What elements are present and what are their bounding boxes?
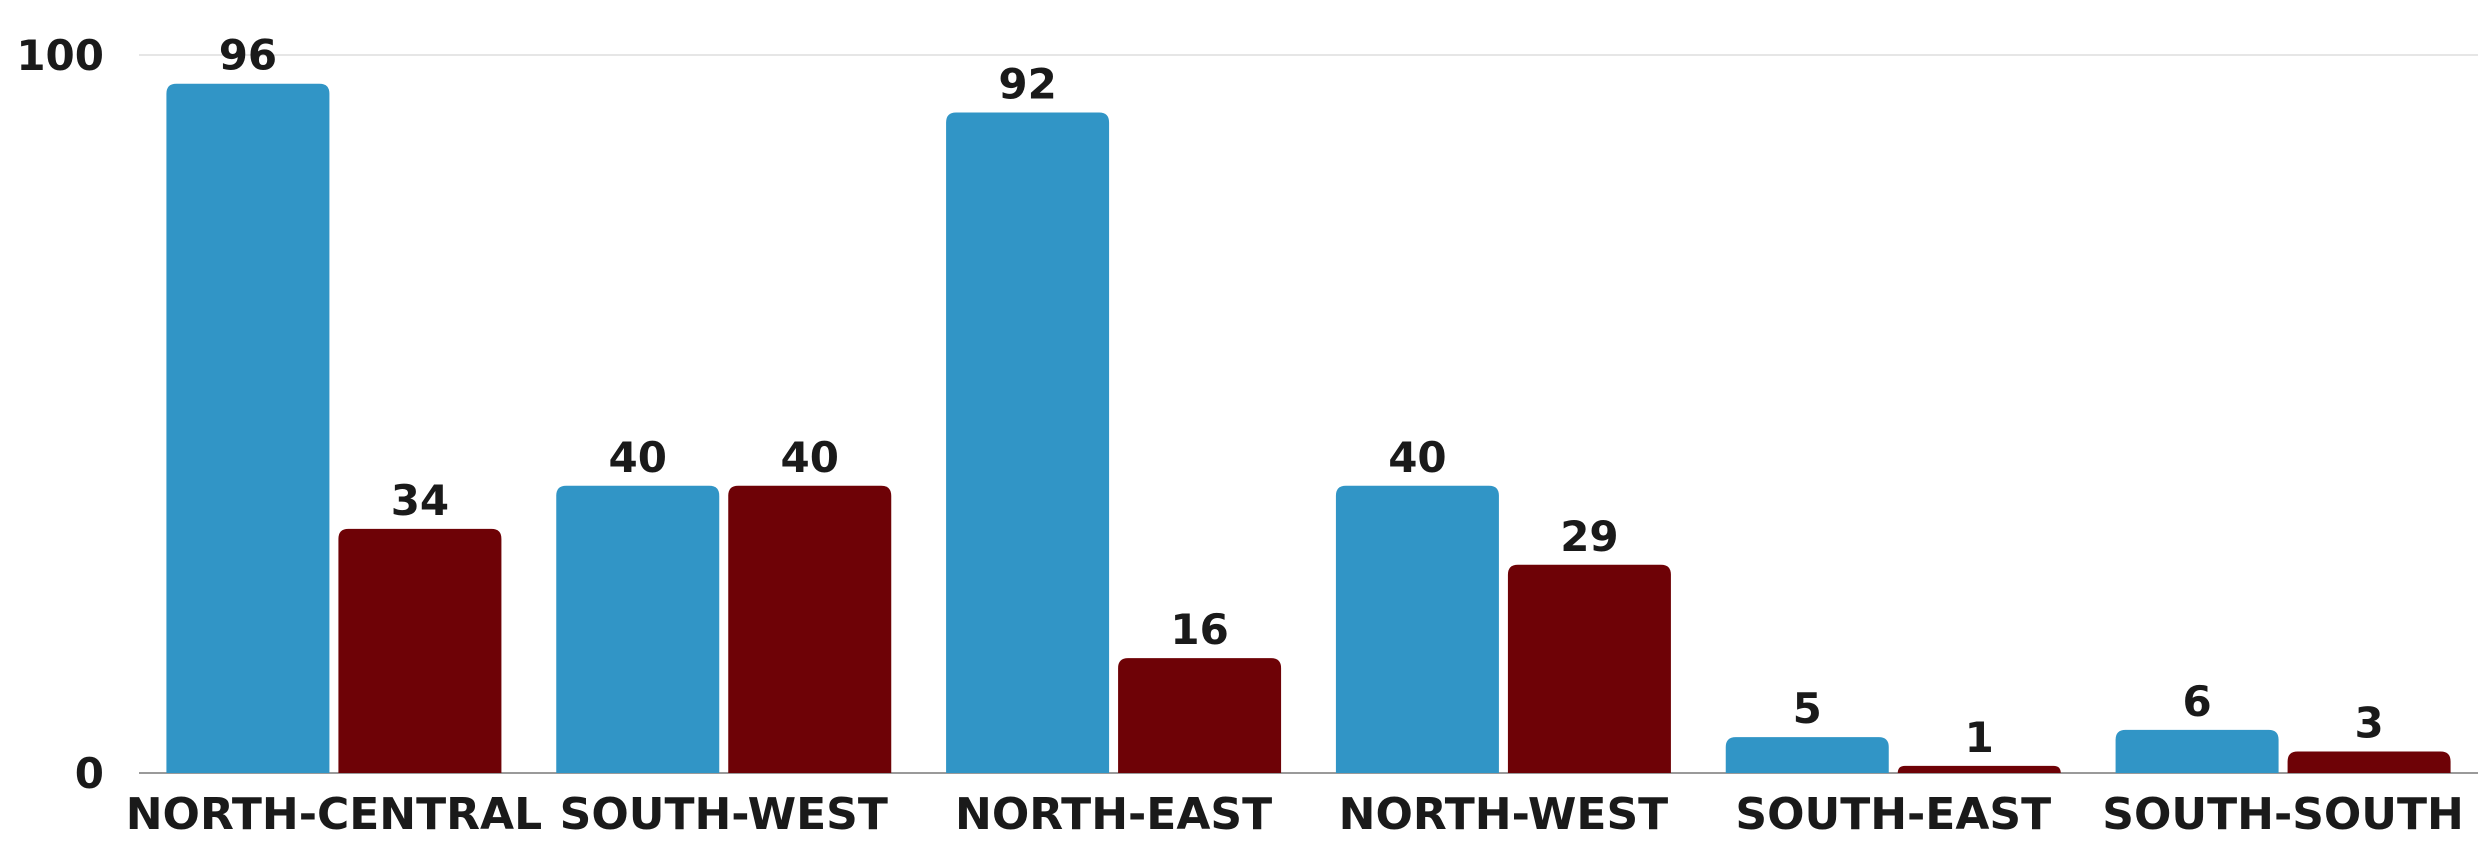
data-label: 92 xyxy=(998,59,1056,108)
data-label: 40 xyxy=(781,433,839,482)
bar xyxy=(946,112,1110,773)
data-label: 6 xyxy=(2182,677,2211,726)
data-label: 3 xyxy=(2354,698,2383,747)
x-tick-label: NORTH-EAST xyxy=(955,789,1272,840)
x-tick-label: SOUTH-WEST xyxy=(560,789,888,840)
bar xyxy=(2287,751,2451,773)
bar xyxy=(1507,564,1671,773)
data-label: 40 xyxy=(1388,433,1446,482)
bar xyxy=(1897,765,2061,773)
data-label: 16 xyxy=(1170,605,1228,654)
bar xyxy=(1335,485,1499,773)
bar xyxy=(338,528,502,773)
y-tick-label: 0 xyxy=(75,749,104,798)
y-axis: 0 100 xyxy=(16,31,104,798)
bar xyxy=(1725,737,1889,773)
data-label: 5 xyxy=(1793,684,1822,733)
bar xyxy=(2115,729,2279,773)
x-axis: NORTH-CENTRAL SOUTH-WEST NORTH-EAST NORTH-W… xyxy=(126,789,2464,840)
bar xyxy=(1118,658,1282,773)
bar xyxy=(556,485,720,773)
y-tick-label: 100 xyxy=(16,31,104,80)
x-tick-label: NORTH-CENTRAL xyxy=(126,789,542,840)
data-label: 96 xyxy=(219,31,277,80)
gridlines xyxy=(139,54,2478,774)
data-label: 1 xyxy=(1965,713,1994,762)
x-tick-label: NORTH-WEST xyxy=(1339,789,1669,840)
data-label: 40 xyxy=(609,433,667,482)
data-label: 34 xyxy=(391,476,449,525)
x-tick-label: SOUTH-SOUTH xyxy=(2102,789,2464,840)
bar xyxy=(728,485,892,773)
bars xyxy=(166,83,2451,774)
x-tick-label: SOUTH-EAST xyxy=(1735,789,2051,840)
bar xyxy=(166,83,330,774)
data-label: 29 xyxy=(1560,512,1618,561)
